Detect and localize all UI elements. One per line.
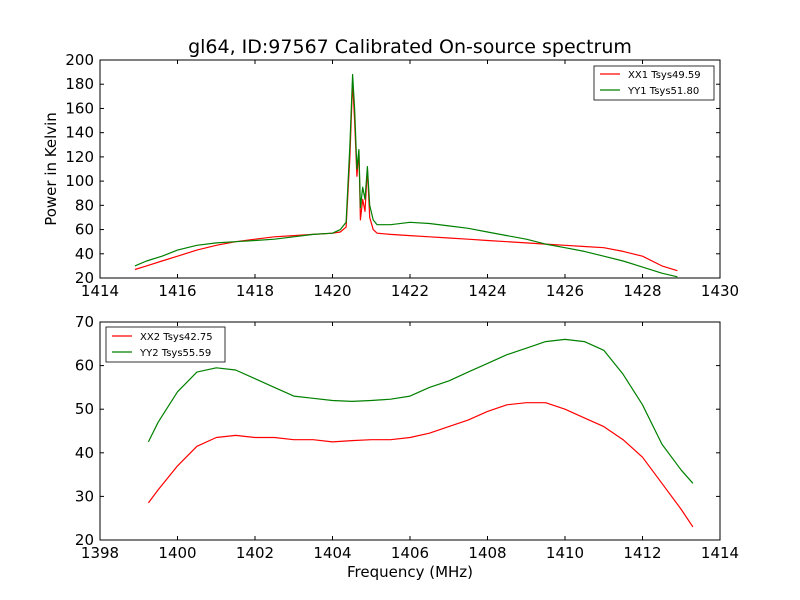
- top-legend-box: [593, 65, 715, 101]
- bottom-y-tick-label: 20: [75, 531, 94, 549]
- bottom-y-tick-label: 50: [75, 400, 94, 418]
- top-legend: XX1 Tsys49.59 YY1 Tsys51.80: [593, 65, 715, 101]
- top-y-tick-label: 140: [65, 124, 94, 142]
- top-x-tick-label: 1416: [158, 282, 196, 300]
- top-y-tick-label: 180: [65, 75, 94, 93]
- top-legend-label-xx1: XX1 Tsys49.59: [628, 70, 701, 81]
- bottom-x-tick-label: 1408: [468, 544, 506, 562]
- bottom-x-tick-label: 1398: [81, 544, 119, 562]
- bottom-chart-panel: 1398 1400 1402 1404 1406 1408 1410 1412 1414 20 30…: [75, 313, 739, 581]
- top-y-tick-label: 160: [65, 99, 94, 117]
- top-y-axis-label: Power in Kelvin: [42, 112, 60, 226]
- top-x-tick-label: 1428: [623, 282, 661, 300]
- bottom-y-tick-label: 40: [75, 444, 94, 462]
- bottom-y-tick-label: 70: [75, 313, 94, 331]
- top-y-tick-label: 20: [75, 269, 94, 287]
- bottom-x-tick-label: 1404: [313, 544, 351, 562]
- bottom-x-tick-label: 1410: [546, 544, 584, 562]
- bottom-x-tick-label: 1400: [158, 544, 196, 562]
- bottom-y-tick-label: 30: [75, 487, 94, 505]
- bottom-series-line-1: [147, 402, 694, 528]
- top-x-tick-label: 1420: [313, 282, 351, 300]
- top-x-tick-label: 1414: [81, 282, 119, 300]
- bottom-legend-label-yy2: YY2 Tsys55.59: [139, 348, 211, 359]
- bottom-x-tick-label: 1412: [623, 544, 661, 562]
- bottom-x-axis-label: Frequency (MHz): [347, 563, 473, 581]
- bottom-legend-box: [105, 326, 226, 363]
- top-ticks: 1414 1416 1418 1420 1422 1424 1426 1428 1430 20 40…: [65, 51, 739, 300]
- top-y-tick-label: 60: [75, 221, 94, 239]
- top-series-line-2: [134, 73, 678, 278]
- top-x-tick-label: 1426: [546, 282, 584, 300]
- top-legend-label-yy1: YY1 Tsys51.80: [627, 86, 699, 97]
- bottom-x-tick-label: 1406: [391, 544, 429, 562]
- bottom-legend-label-xx2: XX2 Tsys42.75: [140, 332, 213, 343]
- top-x-tick-label: 1418: [236, 282, 274, 300]
- chart-title: gl64, ID:97567 Calibrated On-source spec…: [188, 36, 632, 58]
- bottom-series: [147, 338, 694, 528]
- bottom-x-tick-label: 1402: [236, 544, 274, 562]
- top-x-tick-label: 1424: [468, 282, 506, 300]
- bottom-series-line-2: [147, 338, 694, 484]
- top-x-tick-label: 1422: [391, 282, 429, 300]
- bottom-plot-frame: [99, 321, 721, 541]
- top-y-tick-label: 200: [65, 51, 94, 69]
- top-y-tick-label: 40: [75, 245, 94, 263]
- top-series: [134, 73, 678, 278]
- top-plot-frame: [99, 59, 721, 279]
- top-y-tick-label: 100: [65, 172, 94, 190]
- top-y-tick-label: 80: [75, 196, 94, 214]
- bottom-legend: XX2 Tsys42.75 YY2 Tsys55.59: [105, 326, 226, 363]
- bottom-x-tick-label: 1414: [701, 544, 739, 562]
- top-chart-panel: 1414 1416 1418 1420 1422 1424 1426 1428 1430 20 40…: [42, 51, 739, 300]
- top-x-tick-label: 1430: [701, 282, 739, 300]
- bottom-y-tick-label: 60: [75, 357, 94, 375]
- top-y-tick-label: 120: [65, 148, 94, 166]
